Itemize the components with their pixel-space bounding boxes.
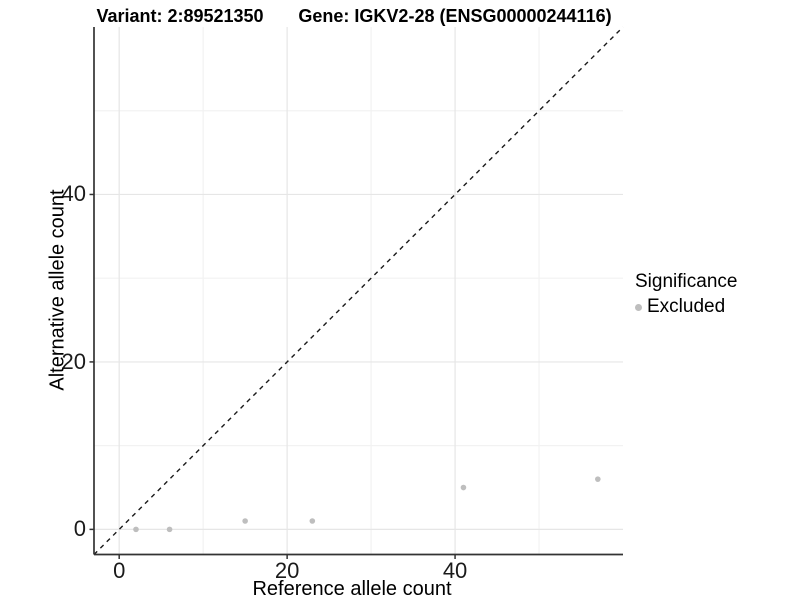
data-point-excluded xyxy=(166,526,173,533)
legend-title: Significance xyxy=(635,271,738,292)
y-tick-label: 40 xyxy=(61,181,86,207)
excluded-point-icon xyxy=(635,303,642,311)
legend-item-excluded: Excluded xyxy=(635,296,737,318)
x-tick-label: 0 xyxy=(113,558,126,583)
y-tick-label: 0 xyxy=(73,516,86,542)
x-tick-label: 40 xyxy=(442,558,468,583)
identity-dashed-line xyxy=(93,26,624,555)
y-tick-label: 20 xyxy=(61,348,86,374)
variant-title: Variant: 2:89521350 xyxy=(96,6,264,26)
legend: Significance Excluded xyxy=(635,271,737,318)
y-axis-title: Alternative allele count xyxy=(46,189,69,391)
data-point-excluded xyxy=(595,476,601,482)
data-point-excluded xyxy=(133,526,139,533)
x-tick-label: 20 xyxy=(274,558,300,583)
gene-title: Gene: IGKV2-28 (ENSG00000244116) xyxy=(298,6,612,26)
data-point-excluded xyxy=(242,518,248,524)
data-point-excluded xyxy=(309,518,316,524)
data-point-excluded xyxy=(460,484,467,491)
legend-item-label: Excluded xyxy=(647,296,726,317)
x-axis-title: Reference allele count xyxy=(252,578,452,600)
